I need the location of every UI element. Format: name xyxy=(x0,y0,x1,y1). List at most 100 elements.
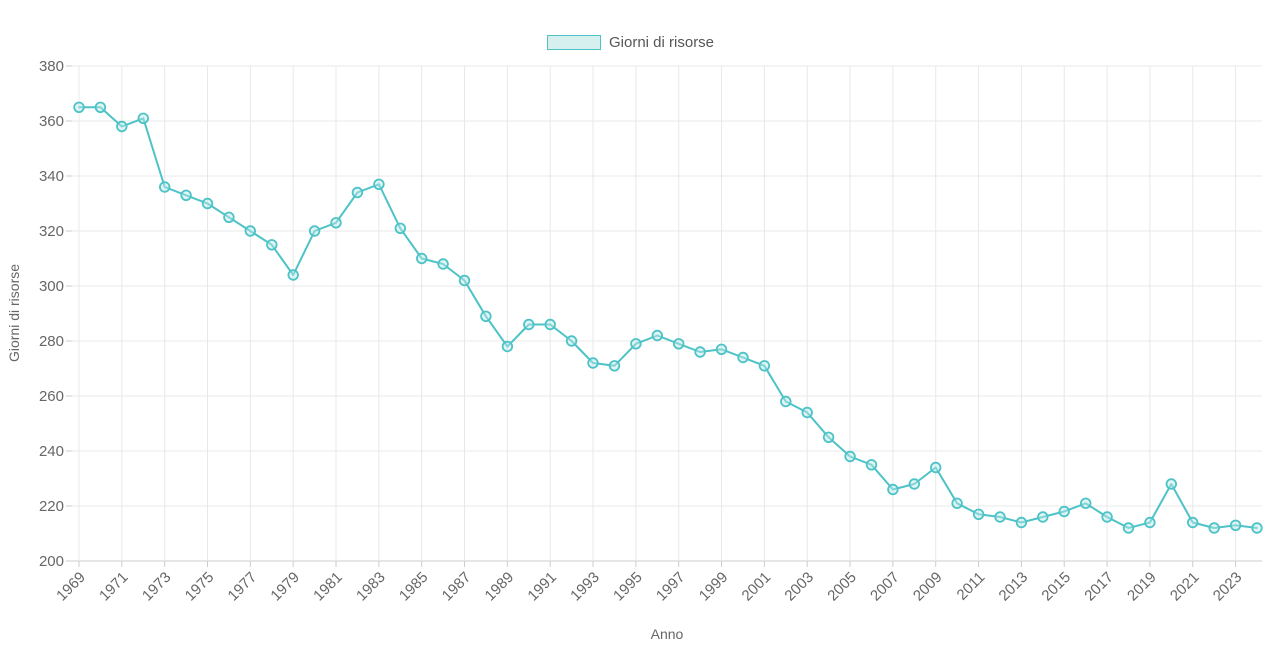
data-point[interactable] xyxy=(1144,516,1156,529)
x-tick-label: 1985 xyxy=(396,569,432,605)
y-tick-label: 280 xyxy=(39,333,64,350)
y-tick-label: 320 xyxy=(39,223,64,240)
data-point[interactable] xyxy=(1037,511,1049,523)
data-point[interactable] xyxy=(951,497,963,510)
data-point[interactable] xyxy=(137,112,150,125)
data-point[interactable] xyxy=(565,335,578,347)
data-point[interactable] xyxy=(1122,522,1135,534)
data-point[interactable] xyxy=(94,101,107,114)
legend-label: Giorni di risorse xyxy=(609,34,715,51)
x-tick-label: 1975 xyxy=(182,569,218,605)
data-point[interactable] xyxy=(158,181,171,193)
data-point[interactable] xyxy=(266,239,278,251)
data-point[interactable] xyxy=(822,431,835,444)
data-point[interactable] xyxy=(780,395,792,408)
data-point[interactable] xyxy=(1165,478,1178,490)
data-point[interactable] xyxy=(480,310,492,323)
data-point[interactable] xyxy=(1251,522,1263,534)
x-tick-label: 1973 xyxy=(139,569,175,605)
data-point[interactable] xyxy=(416,252,428,265)
x-tick-label: 2007 xyxy=(867,569,903,605)
y-axis-title: Giorni di risorse xyxy=(6,264,22,362)
data-point[interactable] xyxy=(544,318,556,331)
data-point[interactable] xyxy=(116,120,128,133)
data-point[interactable] xyxy=(201,197,214,210)
x-tick-label: 2023 xyxy=(1210,569,1246,605)
data-point[interactable] xyxy=(1208,522,1220,534)
data-point[interactable] xyxy=(1101,511,1113,523)
data-point[interactable] xyxy=(180,189,192,202)
data-point[interactable] xyxy=(758,360,771,372)
y-tick-label: 300 xyxy=(39,278,64,295)
x-tick-label: 2021 xyxy=(1167,569,1203,605)
legend-item-giorni-di-risorse[interactable]: Giorni di risorse xyxy=(547,35,714,50)
data-point[interactable] xyxy=(501,340,514,353)
x-axis-title: Anno xyxy=(651,626,684,642)
y-tick-label: 200 xyxy=(39,553,64,570)
x-tick-label: 1969 xyxy=(53,569,89,605)
data-point[interactable] xyxy=(1058,505,1070,518)
data-point[interactable] xyxy=(330,217,342,229)
x-tick-label: 2019 xyxy=(1124,569,1160,605)
data-point[interactable] xyxy=(1186,516,1199,529)
x-tick-label: 1971 xyxy=(96,569,132,605)
y-tick-label: 360 xyxy=(39,113,64,130)
data-point[interactable] xyxy=(694,346,706,358)
x-tick-label: 2005 xyxy=(824,569,860,605)
data-point[interactable] xyxy=(1079,497,1092,510)
x-tick-label: 2017 xyxy=(1081,569,1117,605)
data-point[interactable] xyxy=(908,478,921,490)
x-tick-label: 2011 xyxy=(954,569,989,604)
x-tick-label: 1983 xyxy=(353,569,389,605)
data-point[interactable] xyxy=(223,211,235,224)
data-point[interactable] xyxy=(737,351,749,364)
data-point[interactable] xyxy=(673,338,685,350)
data-point[interactable] xyxy=(865,459,878,471)
x-tick-label: 1981 xyxy=(310,569,346,605)
data-point[interactable] xyxy=(972,508,985,521)
data-point[interactable] xyxy=(930,461,942,474)
data-point[interactable] xyxy=(715,343,728,356)
data-point[interactable] xyxy=(801,406,813,419)
y-tick-label: 240 xyxy=(39,443,64,460)
data-point[interactable] xyxy=(587,357,599,369)
data-point[interactable] xyxy=(308,225,321,237)
data-point[interactable] xyxy=(608,360,621,372)
data-point[interactable] xyxy=(244,225,257,237)
data-point[interactable] xyxy=(630,338,642,350)
data-point[interactable] xyxy=(1229,519,1242,532)
data-point[interactable] xyxy=(523,318,535,331)
data-point[interactable] xyxy=(437,258,449,270)
y-tick-label: 380 xyxy=(39,58,64,75)
legend-swatch xyxy=(547,35,601,50)
data-point[interactable] xyxy=(351,186,364,199)
x-tick-label: 1987 xyxy=(439,569,475,605)
data-point[interactable] xyxy=(73,101,85,114)
data-point[interactable] xyxy=(287,269,299,281)
x-tick-label: 2013 xyxy=(996,569,1032,605)
data-point[interactable] xyxy=(394,222,407,235)
x-tick-label: 1993 xyxy=(567,569,603,605)
y-tick-label: 340 xyxy=(39,168,64,185)
x-tick-label: 1989 xyxy=(482,569,518,605)
x-tick-label: 1999 xyxy=(696,569,732,605)
series-markers[interactable] xyxy=(73,101,1263,534)
data-point[interactable] xyxy=(651,329,664,342)
y-tick-label: 260 xyxy=(39,388,64,405)
x-tick-label: 2009 xyxy=(910,569,946,605)
x-tick-label: 1997 xyxy=(653,569,689,605)
y-tick-label: 220 xyxy=(39,498,64,515)
data-point[interactable] xyxy=(994,511,1006,523)
x-tick-label: 1979 xyxy=(267,569,303,605)
x-tick-label: 1977 xyxy=(225,569,261,605)
data-point[interactable] xyxy=(844,450,856,463)
data-point[interactable] xyxy=(373,178,385,191)
data-point[interactable] xyxy=(887,483,899,496)
data-point[interactable] xyxy=(1015,516,1028,529)
x-tick-label: 1991 xyxy=(524,569,560,605)
data-point[interactable] xyxy=(458,274,471,287)
series-line xyxy=(78,106,1258,529)
x-tick-label: 2015 xyxy=(1038,569,1074,605)
